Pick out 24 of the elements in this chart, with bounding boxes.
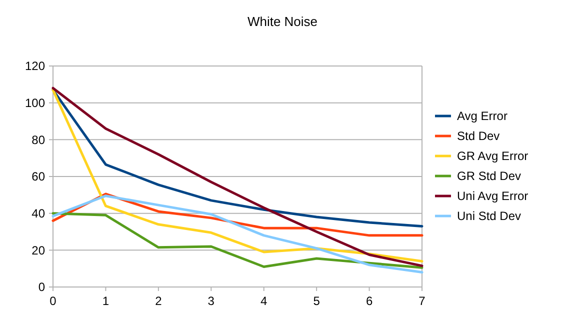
legend-label: Std Dev [457, 129, 500, 144]
y-tick-label: 0 [38, 280, 46, 294]
y-tick-label: 20 [32, 243, 46, 258]
x-tick-label: 3 [208, 294, 215, 308]
y-tick-label: 120 [24, 59, 46, 74]
line-series [52, 212, 424, 269]
chart-title: White Noise [247, 14, 318, 29]
x-tick-label: 2 [155, 294, 162, 308]
y-tick-label: 60 [32, 170, 46, 184]
x-tick-label: 7 [418, 294, 426, 308]
legend-label: Uni Std Dev [457, 209, 522, 224]
legend-label: Uni Avg Error [457, 189, 528, 204]
y-tick-label: 80 [32, 132, 46, 147]
y-tick-label: 100 [24, 96, 46, 110]
x-tick-label: 0 [50, 294, 57, 308]
legend-label: Avg Error [457, 109, 508, 124]
line-series [52, 194, 424, 274]
x-tick-label: 6 [366, 294, 373, 308]
y-tick-label: 40 [32, 206, 46, 221]
x-tick-label: 5 [313, 294, 320, 308]
legend-label: GR Std Dev [457, 169, 522, 184]
x-tick-label: 4 [260, 294, 268, 308]
legend-label: GR Avg Error [457, 149, 528, 164]
x-tick-label: 1 [102, 294, 110, 308]
